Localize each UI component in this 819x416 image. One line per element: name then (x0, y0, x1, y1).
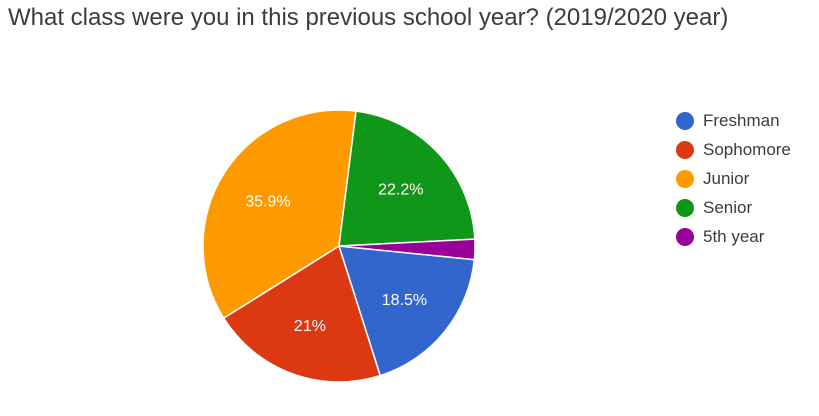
pie-slice-sophomore (222, 244, 382, 383)
legend-item-freshman: Freshman (676, 106, 791, 135)
legend-item-senior: Senior (676, 193, 791, 222)
pie-slice-freshman (337, 245, 476, 377)
legend-item-sophomore: Sophomore (676, 135, 791, 164)
chart-title: What class were you in this previous sch… (8, 4, 729, 31)
pie-slice-senior (338, 110, 476, 247)
legend-swatch (676, 111, 694, 130)
slice-label-senior: 22.2% (378, 182, 423, 199)
legend-item-junior: Junior (676, 164, 791, 193)
legend-swatch (676, 198, 694, 217)
legend-label: Senior (703, 197, 753, 217)
legend-swatch (676, 227, 694, 246)
legend-swatch (676, 169, 694, 188)
legend-label: Junior (703, 168, 750, 188)
slice-label-freshman: 18.5% (382, 292, 427, 309)
slice-label-junior: 35.9% (245, 194, 290, 211)
legend-item-5th-year: 5th year (676, 222, 791, 251)
pie-slice-5th-year (338, 238, 476, 261)
legend: Freshman Sophomore Junior Senior 5th year (676, 106, 791, 251)
slice-label-sophomore: 21% (294, 318, 326, 335)
legend-label: Sophomore (703, 139, 791, 159)
legend-label: 5th year (703, 226, 765, 246)
legend-label: Freshman (703, 110, 780, 130)
pie-slice-junior (202, 109, 357, 320)
legend-swatch (676, 140, 694, 159)
